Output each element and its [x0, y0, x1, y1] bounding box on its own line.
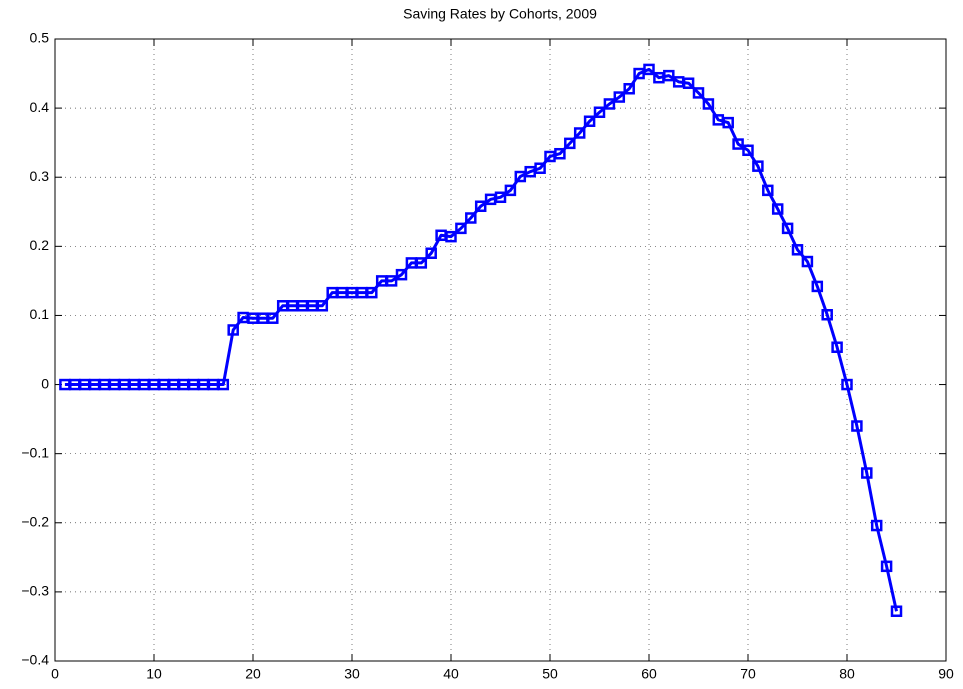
data-point: [692, 87, 705, 99]
data-point: [474, 200, 487, 212]
y-tick-label: −0.1: [21, 444, 49, 460]
data-point: [831, 341, 843, 353]
x-tick-label: 30: [344, 666, 360, 682]
data-point: [425, 247, 437, 259]
data-point: [781, 222, 794, 235]
data-point: [385, 275, 398, 287]
x-tick-label: 70: [740, 666, 756, 682]
y-tick-label: 0.3: [30, 168, 50, 184]
x-tick-label: 10: [146, 666, 162, 682]
x-tick-label: 20: [245, 666, 261, 682]
data-point: [841, 378, 853, 391]
data-point: [554, 147, 566, 160]
data-point: [722, 116, 734, 129]
data-point: [564, 137, 576, 150]
data-point: [603, 98, 616, 110]
data-point: [593, 106, 606, 119]
data-point: [623, 83, 635, 95]
x-tick-label: 40: [443, 666, 459, 682]
y-tick-label: −0.4: [21, 652, 49, 668]
data-point: [395, 268, 408, 281]
data-point: [663, 69, 675, 82]
x-tick-label: 0: [51, 666, 59, 682]
data-point: [880, 560, 893, 573]
data-point: [682, 77, 695, 89]
y-tick-label: −0.2: [21, 513, 49, 529]
data-line: [64, 67, 898, 612]
data-point: [494, 191, 507, 204]
y-tick-label: 0.4: [30, 99, 50, 115]
y-tick-label: 0.1: [30, 306, 50, 322]
data-point: [791, 244, 804, 256]
data-point: [771, 203, 784, 215]
data-point: [752, 160, 764, 172]
data-point: [465, 212, 477, 224]
y-tick-label: 0.5: [30, 30, 50, 46]
data-point: [851, 420, 863, 432]
data-point: [583, 115, 596, 127]
data-point: [217, 378, 230, 391]
x-tick-label: 60: [641, 666, 657, 682]
data-point: [801, 255, 814, 268]
data-point: [643, 63, 655, 76]
data-point: [227, 324, 239, 336]
x-tick-label: 80: [839, 666, 855, 682]
data-point: [415, 257, 428, 269]
y-tick-label: 0: [41, 375, 49, 391]
data-point: [613, 91, 626, 103]
data-point: [861, 467, 873, 479]
plot-frame: [54, 38, 947, 662]
data-point: [534, 162, 546, 174]
data-point: [366, 286, 378, 299]
x-tick-label: 50: [542, 666, 558, 682]
data-point: [821, 309, 833, 321]
data-point: [445, 230, 457, 243]
data-point: [762, 184, 774, 197]
y-tick-label: −0.3: [21, 583, 49, 599]
x-tick-label: 90: [938, 666, 954, 682]
data-point: [702, 98, 715, 110]
data-point: [455, 222, 467, 235]
data-point: [573, 127, 586, 139]
data-point: [811, 280, 824, 293]
data-point: [732, 138, 744, 150]
data-point: [870, 519, 883, 532]
data-point: [504, 184, 517, 197]
data-point: [316, 300, 329, 312]
chart-title: Saving Rates by Cohorts, 2009: [403, 6, 597, 22]
data-point: [267, 312, 279, 324]
data-point: [742, 144, 754, 157]
y-tick-label: 0.2: [30, 237, 50, 253]
data-point: [890, 605, 903, 617]
